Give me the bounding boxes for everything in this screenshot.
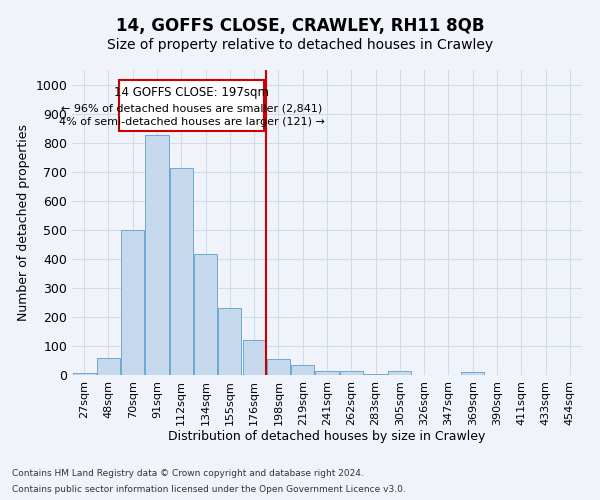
Text: 4% of semi-detached houses are larger (121) →: 4% of semi-detached houses are larger (1… [59, 117, 325, 127]
Text: 14, GOFFS CLOSE, CRAWLEY, RH11 8QB: 14, GOFFS CLOSE, CRAWLEY, RH11 8QB [116, 18, 484, 36]
Bar [291, 366, 314, 375]
Bar [340, 370, 363, 375]
Bar [119, 80, 264, 131]
Text: ← 96% of detached houses are smaller (2,841): ← 96% of detached houses are smaller (2,… [61, 103, 322, 113]
Bar [267, 359, 290, 375]
Bar [170, 168, 193, 375]
Bar [461, 372, 484, 375]
Bar [121, 230, 144, 375]
Text: Contains HM Land Registry data © Crown copyright and database right 2024.: Contains HM Land Registry data © Crown c… [12, 468, 364, 477]
X-axis label: Distribution of detached houses by size in Crawley: Distribution of detached houses by size … [169, 430, 485, 444]
Bar [218, 308, 241, 375]
Text: Contains public sector information licensed under the Open Government Licence v3: Contains public sector information licen… [12, 485, 406, 494]
Bar [242, 340, 266, 375]
Bar [316, 370, 338, 375]
Bar [145, 136, 169, 375]
Bar [194, 254, 217, 375]
Bar [97, 358, 120, 375]
Bar [364, 374, 387, 375]
Bar [73, 372, 95, 375]
Text: Size of property relative to detached houses in Crawley: Size of property relative to detached ho… [107, 38, 493, 52]
Bar [388, 371, 412, 375]
Text: 14 GOFFS CLOSE: 197sqm: 14 GOFFS CLOSE: 197sqm [114, 86, 269, 100]
Y-axis label: Number of detached properties: Number of detached properties [17, 124, 30, 321]
